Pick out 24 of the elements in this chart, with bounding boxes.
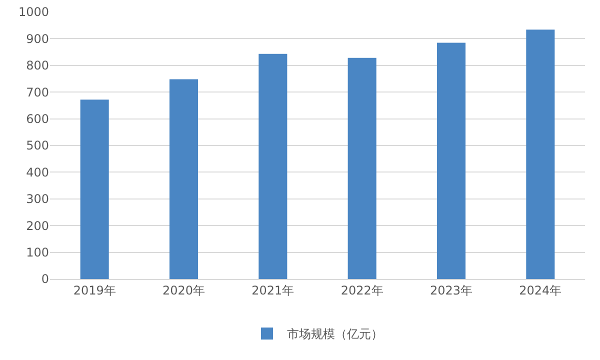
- y-tick-label: 0: [41, 272, 49, 286]
- bar: [526, 30, 555, 279]
- bar: [348, 58, 376, 279]
- bar: [258, 54, 288, 279]
- y-tick-label: 900: [26, 32, 49, 46]
- y-tick-label: 100: [26, 246, 49, 260]
- legend-label: 市场规模（亿元）: [287, 327, 383, 342]
- x-tick-label: 2022年: [340, 283, 384, 298]
- x-tick-label: 2019年: [73, 283, 116, 298]
- y-tick-label: 500: [26, 138, 49, 153]
- bar: [169, 79, 198, 279]
- y-tick-label: 1000: [18, 5, 49, 20]
- y-tick-label: 300: [26, 192, 49, 206]
- x-tick-label: 2021年: [252, 283, 294, 298]
- x-tick-label: 2023年: [430, 283, 473, 298]
- x-tick-label: 2024年: [519, 283, 562, 298]
- bar: [80, 100, 109, 279]
- y-tick-label: 600: [26, 112, 49, 126]
- bar: [436, 42, 466, 279]
- y-tick-label: 700: [26, 85, 49, 100]
- y-tick-label: 400: [26, 165, 49, 180]
- x-tick-label: 2020年: [162, 283, 206, 298]
- y-tick-label: 200: [26, 218, 49, 233]
- y-tick-label: 800: [26, 58, 49, 73]
